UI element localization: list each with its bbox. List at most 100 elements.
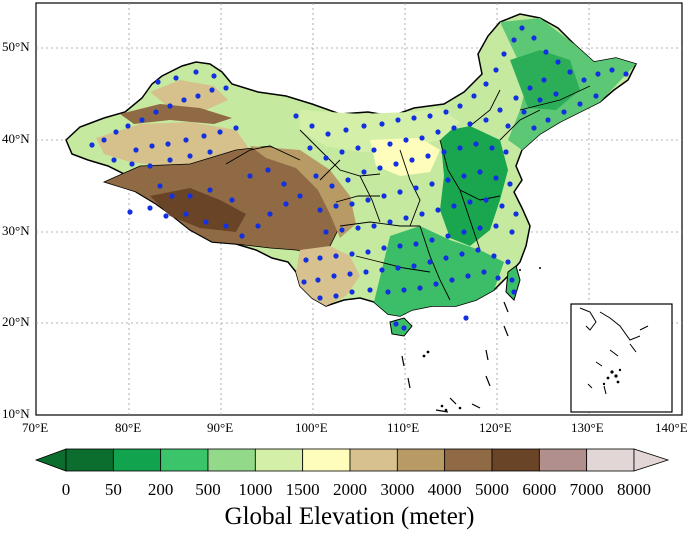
station-dot: [483, 117, 489, 123]
station-dot: [593, 93, 599, 99]
station-dot: [527, 85, 533, 91]
colorbar-tick-label: 1000: [238, 480, 273, 499]
station-dot: [419, 211, 425, 217]
qinghai-highland: [250, 146, 356, 238]
station-dot: [125, 123, 131, 129]
lon-label-130: 130°E: [571, 420, 604, 435]
station-dot: [267, 211, 273, 217]
station-dot: [567, 69, 573, 75]
colorbar-title: Global Elevation (meter): [224, 503, 475, 530]
station-dot: [377, 165, 383, 171]
station-dot: [381, 245, 387, 251]
station-dot: [167, 157, 173, 163]
weather-stations: [89, 25, 629, 331]
station-dot: [435, 129, 441, 135]
station-dot: [445, 177, 451, 183]
station-dot: [371, 223, 377, 229]
tianshan-mountains: [120, 104, 232, 124]
colorbar-swatch: [65, 448, 114, 472]
station-dot: [233, 125, 239, 131]
station-dot: [499, 203, 505, 209]
station-dot: [113, 129, 119, 135]
station-dot: [491, 253, 497, 259]
station-dot: [497, 107, 503, 113]
station-dot: [187, 193, 193, 199]
station-dot: [229, 197, 235, 203]
station-dot: [139, 117, 145, 123]
station-dot: [493, 223, 499, 229]
lat-label-40: 40°N: [2, 131, 30, 146]
station-dot: [281, 181, 287, 187]
station-dot: [429, 237, 435, 243]
station-dot: [471, 93, 477, 99]
station-dot: [129, 161, 135, 167]
station-dot: [411, 263, 417, 269]
station-dot: [309, 123, 315, 129]
station-dot: [323, 155, 329, 161]
station-dot: [173, 75, 179, 81]
station-dot: [361, 123, 367, 129]
station-dot: [395, 117, 401, 123]
station-dot: [495, 275, 501, 281]
station-dot: [433, 281, 439, 287]
station-dot: [477, 169, 483, 175]
station-dot: [457, 145, 463, 151]
station-dot: [543, 49, 549, 55]
colorbar-tick-label: 50: [104, 480, 122, 499]
station-dot: [355, 145, 361, 151]
station-dot: [461, 173, 467, 179]
station-dot: [577, 101, 583, 107]
lon-label-120: 120°E: [479, 420, 512, 435]
station-dot: [459, 251, 465, 257]
colorbar-swatch: [396, 448, 446, 472]
station-dot: [153, 109, 159, 115]
station-dot: [381, 193, 387, 199]
station-dot: [393, 161, 399, 167]
station-dot: [167, 103, 173, 109]
station-dot: [187, 153, 193, 159]
station-dot: [397, 189, 403, 195]
station-dot: [111, 157, 117, 163]
station-dot: [339, 227, 345, 233]
station-dot: [323, 229, 329, 235]
station-dot: [427, 113, 433, 119]
station-dot: [301, 279, 307, 285]
station-dot: [521, 109, 527, 115]
colorbar-swatch: [302, 448, 351, 472]
station-dot: [303, 257, 309, 263]
station-dot: [193, 69, 199, 75]
station-dot: [223, 85, 229, 91]
station-dot: [133, 147, 139, 153]
station-dot: [463, 315, 469, 321]
station-dot: [355, 225, 361, 231]
colorbar-tick-label: 7000: [569, 480, 604, 499]
station-dot: [419, 135, 425, 141]
colorbar-tick-label: 1500: [285, 480, 320, 499]
station-dot: [165, 141, 171, 147]
station-dot: [333, 253, 339, 259]
station-dot: [481, 269, 487, 275]
station-dot: [505, 123, 511, 129]
station-dot: [545, 117, 551, 123]
station-dot: [217, 129, 223, 135]
station-dot: [207, 187, 213, 193]
colorbar-swatch: [112, 448, 162, 472]
station-dot: [339, 149, 345, 155]
station-dot: [387, 141, 393, 147]
station-dot: [333, 293, 339, 299]
station-dot: [425, 153, 431, 159]
station-dot: [349, 201, 355, 207]
colorbar-swatch: [586, 448, 635, 472]
station-dot: [147, 205, 153, 211]
station-dot: [367, 287, 373, 293]
station-dot: [395, 265, 401, 271]
north-china-plain: [440, 126, 508, 246]
station-dot: [467, 199, 473, 205]
station-dot: [401, 325, 407, 331]
station-dot: [333, 203, 339, 209]
lon-label-80: 80°E: [115, 420, 142, 435]
station-dot: [297, 193, 303, 199]
station-dot: [307, 145, 313, 151]
station-dot: [223, 223, 229, 229]
station-dot: [493, 67, 499, 73]
